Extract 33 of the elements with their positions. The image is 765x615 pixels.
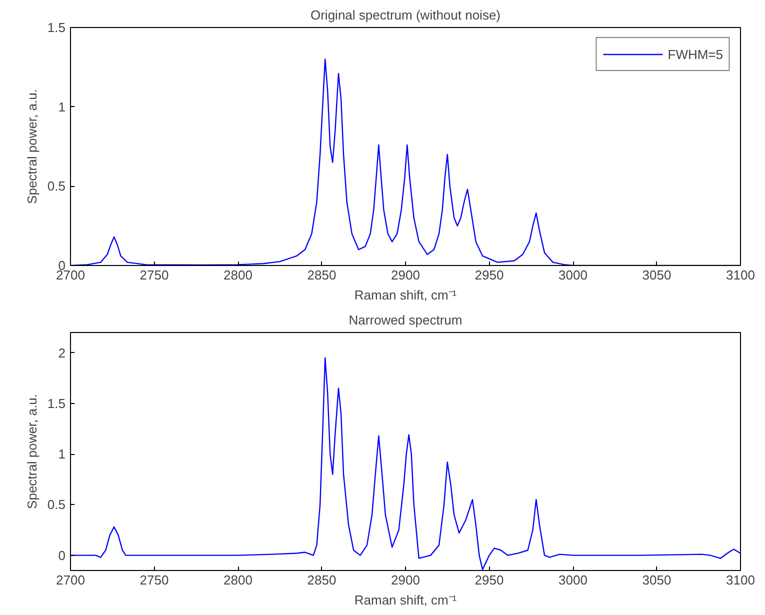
y-tick-label: 0 [58,548,66,563]
x-tick-label: 2950 [474,268,504,282]
x-tick-label: 2800 [224,268,252,282]
y-tick-label: 1 [58,99,66,114]
x-tick-label: 3050 [642,268,672,282]
x-tick-label: 3000 [558,572,588,588]
x-tick-label: 3100 [726,268,755,282]
x-tick-label: 2900 [391,572,420,588]
x-tick-label: 2850 [307,572,336,588]
x-tick-label: 2750 [140,572,169,588]
x-tick-label: 2800 [224,572,252,588]
y-tick-label: 1.5 [47,20,66,35]
y-tick-label: 0.5 [47,178,66,194]
x-tick-label: 2950 [474,572,504,588]
x-tick-label: 3100 [726,572,755,588]
x-tick-label: 2900 [391,268,420,282]
x-tick-label: 3000 [558,268,588,282]
legend-label: FWHM=5 [668,46,723,62]
chart-title: Narrowed spectrum [348,312,462,328]
y-tick-label: 1.5 [47,396,66,411]
y-axis-title: Spectral power, a.u. [24,394,40,509]
chart-title: Original spectrum (without noise) [310,8,501,22]
y-tick-label: 2 [58,345,66,360]
y-tick-label: 1 [58,446,66,462]
x-tick-label: 2750 [140,268,169,282]
x-axis-title: Raman shift, cm⁻¹ [354,288,458,302]
x-axis-title: Raman shift, cm⁻¹ [354,592,458,608]
y-tick-label: 0.5 [47,497,66,512]
x-tick-label: 2700 [56,572,85,588]
y-axis-title: Spectral power, a.u. [24,89,40,204]
x-tick-label: 3050 [642,572,672,588]
line-series [70,357,740,570]
x-tick-label: 2850 [307,268,336,282]
